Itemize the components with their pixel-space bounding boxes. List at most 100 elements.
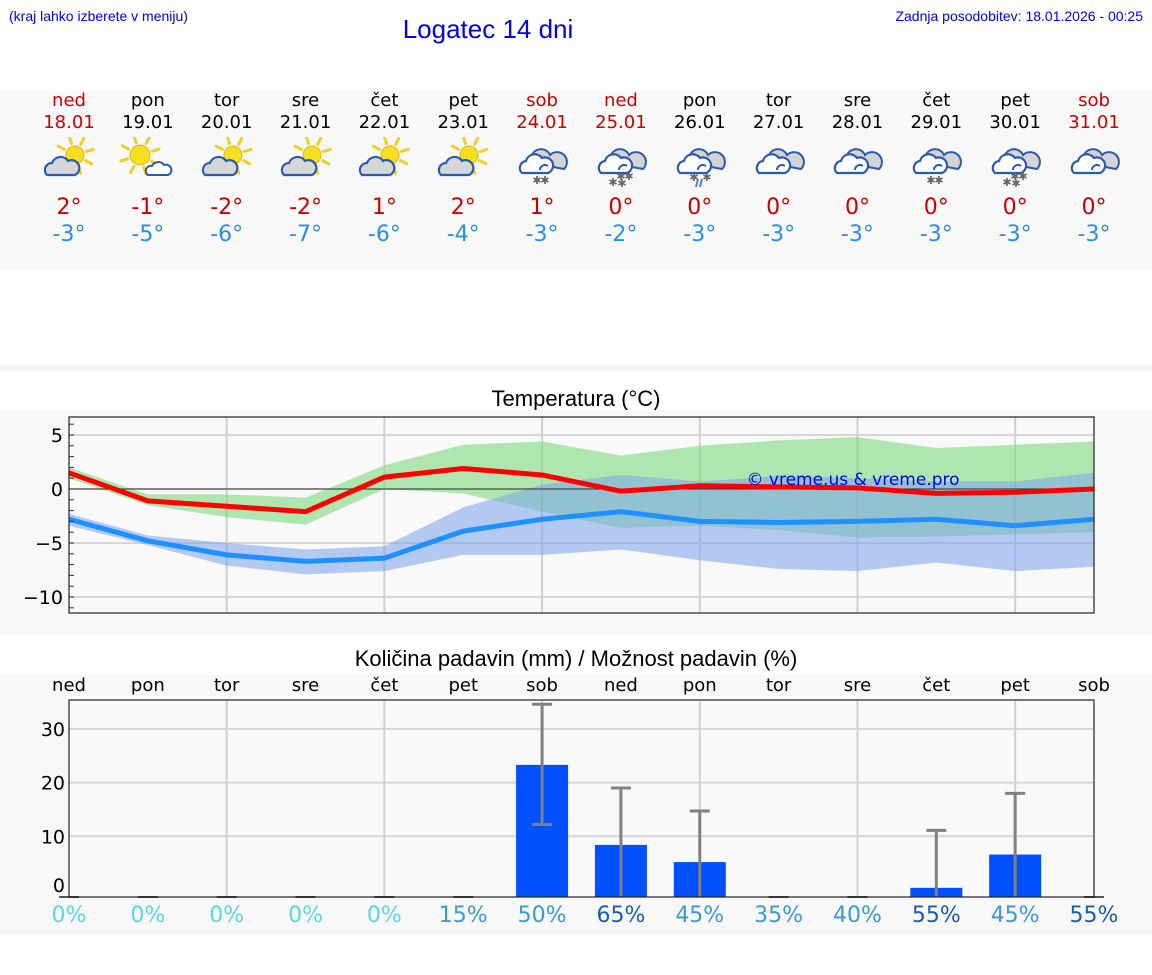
precip-probability: 0% xyxy=(130,903,166,928)
max-temperature: 0° xyxy=(844,195,870,220)
max-temperature: 0° xyxy=(687,195,713,220)
svg-text:✱: ✱ xyxy=(624,170,633,183)
day-column: čet 22.01 1° -6° xyxy=(345,90,423,248)
svg-text:✱: ✱ xyxy=(1019,170,1028,183)
precip-probability: 15% xyxy=(438,903,488,928)
svg-text:✱: ✱ xyxy=(608,176,617,187)
svg-text:✱: ✱ xyxy=(1012,177,1021,187)
precip-probability: 0% xyxy=(288,903,323,928)
max-temperature: 0° xyxy=(1081,195,1107,220)
max-temperature: 0° xyxy=(1002,195,1028,220)
max-temperature: 1° xyxy=(371,195,397,220)
precip-day-label: pet xyxy=(448,675,478,696)
min-temperature: -6° xyxy=(210,222,244,247)
max-temperature: 2° xyxy=(450,195,476,220)
svg-text:✱: ✱ xyxy=(532,174,541,187)
day-name: ned xyxy=(603,90,638,111)
precip-day-label: čet xyxy=(922,675,951,696)
min-temperature: -3° xyxy=(919,222,953,247)
cloudy-light-snow-icon: ✱ ✱ xyxy=(503,134,581,190)
day-column: sre 21.01 -2° -7° xyxy=(267,90,345,248)
max-temperature: 2° xyxy=(56,195,82,220)
day-date: 27.01 xyxy=(752,112,805,133)
day-date: 25.01 xyxy=(595,112,647,133)
max-temperature: 0° xyxy=(766,195,792,220)
day-name: pon xyxy=(682,90,717,111)
day-column: sre 28.01 0° -3° xyxy=(818,90,896,248)
svg-text:−10: −10 xyxy=(23,587,63,609)
day-column: ned 25.01 ✱ ✱ ✱ ✱ 0° -2° xyxy=(582,90,660,248)
day-column: pon 26.01 ✱ ✱ 0° -3° xyxy=(661,90,739,248)
day-column: sob 24.01 ✱ ✱ 1° -3° xyxy=(503,90,581,248)
precip-probability: 0% xyxy=(366,903,402,928)
svg-text:✱: ✱ xyxy=(540,174,549,187)
day-date: 31.01 xyxy=(1068,112,1120,133)
day-date: 23.01 xyxy=(437,112,489,133)
max-temperature: 0° xyxy=(608,195,634,220)
precip-probability: 65% xyxy=(596,903,646,928)
day-column: pet 23.01 2° -4° xyxy=(424,90,502,248)
last-update: Zadnja posodobitev: 18.01.2026 - 00:25 xyxy=(895,8,1143,24)
day-name: ned xyxy=(52,90,86,111)
precip-probability: 55% xyxy=(911,903,961,928)
precip-probability: 55% xyxy=(1069,903,1119,928)
min-temperature: -3° xyxy=(998,222,1032,247)
day-name: tor xyxy=(213,90,240,111)
precip-day-label: sre xyxy=(843,675,872,696)
max-temperature: 1° xyxy=(529,195,555,220)
max-temperature: -2° xyxy=(289,195,322,220)
precip-day-label: sre xyxy=(291,675,320,696)
mostly-sunny-icon xyxy=(109,134,187,190)
divider xyxy=(0,365,1152,371)
precip-probability: 45% xyxy=(675,903,725,928)
day-name: čet xyxy=(370,90,399,111)
daily-forecast-strip: ned 18.01 2° -3° pon 19.01 -1° -5° tor 20.… xyxy=(0,90,1152,270)
precip-day-label: ned xyxy=(52,675,86,696)
day-name: pon xyxy=(130,90,165,111)
precip-day-label: sob xyxy=(1078,675,1110,696)
day-date: 28.01 xyxy=(831,112,884,133)
overcast-icon xyxy=(818,134,896,190)
day-date: 30.01 xyxy=(989,112,1041,133)
svg-text:20: 20 xyxy=(41,773,65,795)
temperature-chart-title: Temperatura (°C) xyxy=(491,386,661,411)
svg-text:0: 0 xyxy=(51,479,63,501)
precip-day-label: pet xyxy=(1000,675,1030,696)
min-temperature: -3° xyxy=(683,222,717,247)
precip-probability: 40% xyxy=(833,903,882,928)
svg-text:✱: ✱ xyxy=(702,171,711,184)
svg-text:✱: ✱ xyxy=(1011,170,1020,183)
svg-text:✱: ✱ xyxy=(935,174,944,187)
svg-text:−5: −5 xyxy=(35,533,63,555)
day-name: pet xyxy=(448,90,478,111)
partly-cloudy-sun-icon xyxy=(267,134,345,190)
min-temperature: -3° xyxy=(52,222,86,247)
watermark: © vreme.us & vreme.pro xyxy=(746,470,959,490)
svg-text:✱: ✱ xyxy=(1003,176,1012,187)
location-hint-link[interactable]: (kraj lahko izberete v meniju) xyxy=(9,8,188,24)
precip-day-label: tor xyxy=(213,675,240,696)
svg-text:5: 5 xyxy=(51,425,63,447)
min-temperature: -2° xyxy=(604,222,638,247)
day-name: sob xyxy=(526,90,558,111)
day-name: sob xyxy=(1078,90,1110,111)
overcast-icon xyxy=(740,134,818,190)
svg-text:10: 10 xyxy=(41,826,65,848)
day-name: sre xyxy=(843,90,872,111)
day-name: čet xyxy=(922,90,951,111)
precip-day-label: tor xyxy=(765,675,792,696)
min-temperature: -5° xyxy=(131,222,165,247)
precip-probability: 0% xyxy=(209,903,245,928)
cloudy-snow-icon: ✱ ✱ ✱ ✱ xyxy=(976,134,1054,190)
min-temperature: -3° xyxy=(840,222,874,247)
min-temperature: -4° xyxy=(446,222,480,247)
day-date: 18.01 xyxy=(43,112,95,133)
svg-text:30: 30 xyxy=(41,719,65,741)
min-temperature: -7° xyxy=(289,222,322,247)
cloudy-light-snow-icon: ✱ ✱ xyxy=(897,134,975,190)
svg-text:✱: ✱ xyxy=(616,170,625,183)
svg-text:✱: ✱ xyxy=(617,177,626,187)
svg-text:✱: ✱ xyxy=(927,174,936,187)
partly-cloudy-sun-icon xyxy=(424,134,502,190)
